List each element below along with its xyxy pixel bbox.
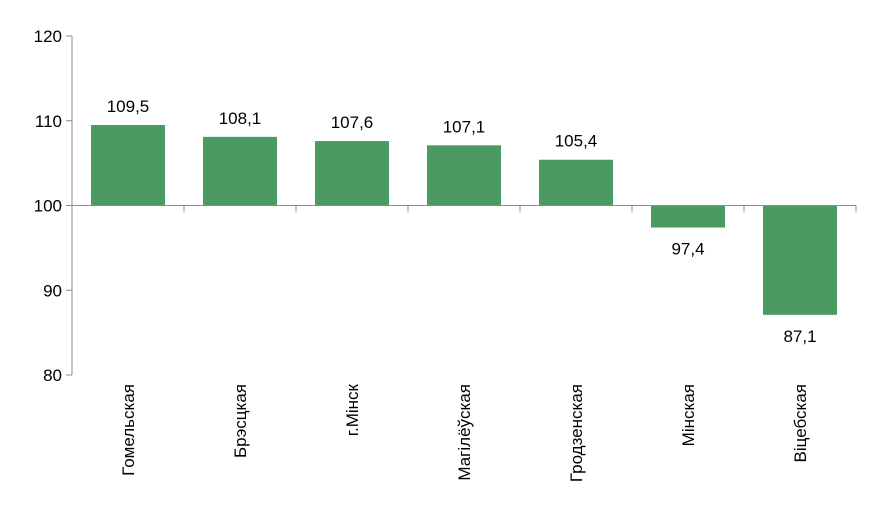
labels-group: 109,5 Гомельская 108,1 Брэсцкая 107,6 г.Мінск…: [107, 97, 817, 482]
y-tick-label: 100: [34, 197, 62, 216]
data-label: 105,4: [555, 132, 598, 151]
bar: [91, 124, 165, 206]
category-label: Гродзенская: [567, 384, 586, 482]
bar: [539, 159, 613, 206]
data-label: 108,1: [219, 109, 262, 128]
data-label: 97,4: [671, 240, 704, 259]
category-label: г.Мінск: [343, 383, 362, 436]
category-label: Гомельская: [119, 384, 138, 476]
bar: [651, 205, 725, 228]
category-label: Магілёўская: [455, 384, 474, 481]
data-label: 107,1: [443, 117, 486, 136]
y-tick-label: 80: [43, 366, 62, 385]
data-label: 87,1: [783, 327, 816, 346]
data-label: 109,5: [107, 97, 150, 116]
y-tick-label: 120: [34, 27, 62, 46]
bar: [315, 141, 389, 206]
bars-group: [91, 124, 837, 315]
y-tick-label: 110: [35, 112, 62, 131]
bar: [763, 205, 837, 315]
axes-group: 80 90 100 110 120: [34, 27, 857, 385]
y-tick-label: 90: [43, 281, 62, 300]
data-label: 107,6: [331, 113, 374, 132]
category-label: Мінская: [679, 384, 698, 446]
category-label: Віцебская: [791, 384, 810, 462]
bar: [427, 145, 501, 206]
category-label: Брэсцкая: [231, 384, 250, 458]
bar: [203, 136, 277, 206]
